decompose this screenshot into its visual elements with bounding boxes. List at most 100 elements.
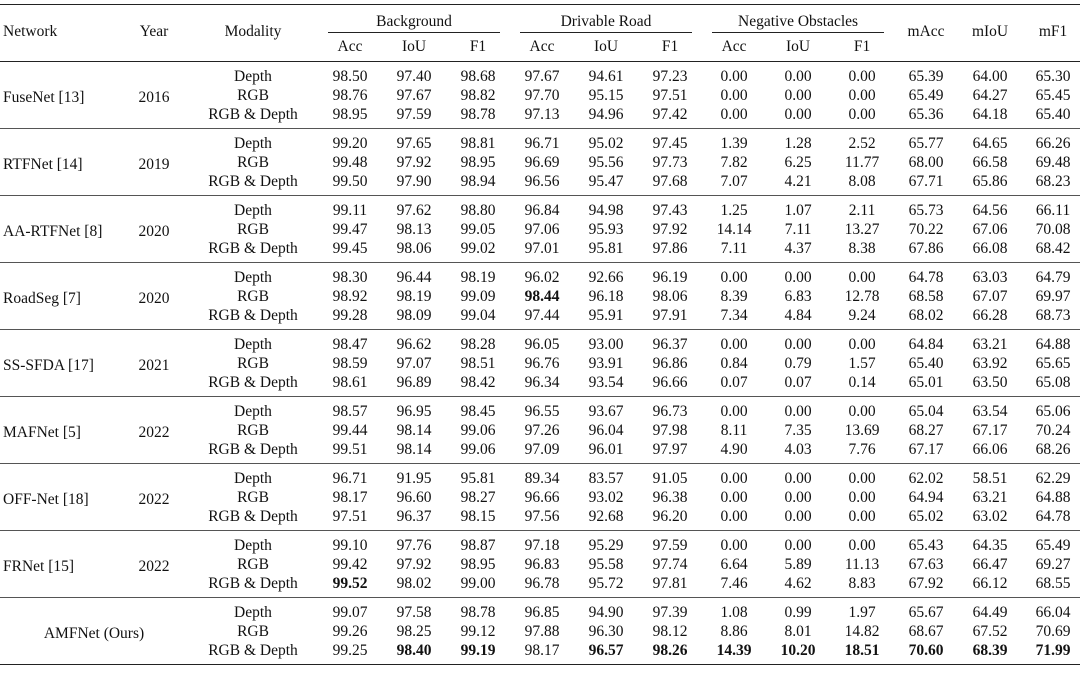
- metric-cell: 98.25: [396, 623, 432, 640]
- modality-cell: Depth: [234, 537, 272, 554]
- modality-cell: RGB: [237, 221, 269, 238]
- metric-cell: 65.65: [1035, 355, 1071, 372]
- modality-cell: RGB & Depth: [208, 575, 298, 592]
- metric-cell: 65.86: [972, 173, 1008, 190]
- metric-cell: 68.67: [908, 623, 944, 640]
- metric-cell: 97.91: [652, 307, 688, 324]
- metric-cell: 98.42: [460, 374, 496, 391]
- table-header: Network Year Modality Background Drivabl…: [0, 5, 1080, 62]
- metric-cell: 58.51: [972, 470, 1008, 487]
- metric-cell: 0.00: [720, 87, 748, 104]
- metric-cell: 68.73: [1035, 307, 1071, 324]
- metric-cell: 66.26: [1035, 135, 1071, 152]
- metric-cell: 98.15: [460, 508, 496, 525]
- metric-cell: 0.84: [720, 355, 748, 372]
- metric-cell: 66.28: [972, 307, 1008, 324]
- metric-cell: 96.37: [396, 508, 432, 525]
- metric-cell: 66.58: [972, 154, 1008, 171]
- modality-cell: RGB & Depth: [208, 441, 298, 458]
- metric-cell: 0.00: [720, 508, 748, 525]
- metric-cell: 96.57: [588, 642, 624, 659]
- metric-cell: 96.60: [396, 489, 432, 506]
- metric-cell: 64.56: [972, 202, 1008, 219]
- network-name: FuseNet [13]: [3, 89, 85, 106]
- metric-cell: 97.76: [396, 537, 432, 554]
- metric-cell: 64.84: [908, 336, 944, 353]
- metric-cell: 0.00: [848, 537, 876, 554]
- metric-cell: 65.40: [1035, 106, 1071, 123]
- metric-cell: 96.89: [396, 374, 432, 391]
- metric-cell: 7.11: [720, 240, 748, 257]
- metric-cell: 96.66: [652, 374, 688, 391]
- metric-cell: 98.06: [396, 240, 432, 257]
- metric-cell: 64.88: [1035, 336, 1071, 353]
- metric-cell: 98.95: [460, 154, 496, 171]
- modality-cell: RGB: [237, 623, 269, 640]
- metric-cell: 91.05: [652, 470, 688, 487]
- metric-cell: 65.73: [908, 202, 944, 219]
- metric-cell: 67.86: [908, 240, 944, 257]
- metric-cell: 95.15: [588, 87, 624, 104]
- metric-cell: 98.57: [332, 403, 368, 420]
- metric-cell: 97.97: [652, 441, 688, 458]
- metric-cell: 0.00: [784, 336, 812, 353]
- table-row: RGB 99.44 98.14 99.06 97.26 96.04 97.98 8.11 7.3…: [0, 421, 1080, 440]
- modality-cell: Depth: [234, 135, 272, 152]
- metric-cell: 66.11: [1035, 202, 1071, 219]
- metric-cell: 14.39: [716, 642, 752, 659]
- metric-cell: 70.69: [1035, 623, 1071, 640]
- modality-cell: RGB: [237, 556, 269, 573]
- metric-cell: 99.52: [332, 575, 368, 592]
- metric-cell: 98.13: [396, 221, 432, 238]
- header-group-drivable-road: Drivable Road: [510, 5, 702, 33]
- metric-cell: 97.92: [396, 154, 432, 171]
- metric-cell: 97.98: [652, 422, 688, 439]
- metric-cell: 99.07: [332, 604, 368, 621]
- header-acc: Acc: [529, 38, 555, 55]
- metric-cell: 69.48: [1035, 154, 1071, 171]
- modality-cell: RGB & Depth: [208, 508, 298, 525]
- metric-cell: 97.23: [652, 68, 688, 85]
- metric-cell: 97.56: [524, 508, 560, 525]
- metric-cell: 7.34: [720, 307, 748, 324]
- table-row: AA-RTFNet [8] 2020 Depth 99.11 97.62 98.80 96.…: [0, 196, 1080, 240]
- metric-cell: 97.73: [652, 154, 688, 171]
- metric-cell: 96.19: [652, 269, 688, 286]
- metric-cell: 97.88: [524, 623, 560, 640]
- metric-cell: 96.34: [524, 374, 560, 391]
- metric-cell: 66.12: [972, 575, 1008, 592]
- header-group-background: Background: [318, 5, 510, 33]
- metric-cell: 98.17: [332, 489, 368, 506]
- metric-cell: 69.27: [1035, 556, 1071, 573]
- metric-cell: 0.00: [848, 508, 876, 525]
- metric-cell: 98.47: [332, 336, 368, 353]
- header-iou: IoU: [593, 38, 619, 55]
- metric-cell: 69.97: [1035, 288, 1071, 305]
- metric-cell: 99.48: [332, 154, 368, 171]
- metric-cell: 96.04: [588, 422, 624, 439]
- network-year: 2022: [138, 558, 170, 575]
- modality-cell: RGB: [237, 489, 269, 506]
- metric-cell: 0.00: [784, 68, 812, 85]
- metric-cell: 0.00: [784, 537, 812, 554]
- metric-cell: 12.78: [844, 288, 880, 305]
- metric-cell: 0.00: [720, 489, 748, 506]
- metric-cell: 98.14: [396, 441, 432, 458]
- network-group: RoadSeg [7] 2020 Depth 98.30 96.44 98.19 96.02…: [0, 262, 1080, 330]
- table-row: RTFNet [14] 2019 Depth 99.20 97.65 98.81 96.71…: [0, 129, 1080, 173]
- metric-cell: 67.52: [972, 623, 1008, 640]
- metric-cell: 97.81: [652, 575, 688, 592]
- metric-cell: 0.00: [784, 87, 812, 104]
- metric-cell: 94.98: [588, 202, 624, 219]
- metric-cell: 97.07: [396, 355, 432, 372]
- table-row: FuseNet [13] 2016 Depth 98.50 97.40 98.68 97.6…: [0, 62, 1080, 106]
- metric-cell: 14.82: [844, 623, 880, 640]
- metric-cell: 98.40: [396, 642, 432, 659]
- metric-cell: 97.62: [396, 202, 432, 219]
- metric-cell: 63.21: [972, 336, 1008, 353]
- metric-cell: 96.73: [652, 403, 688, 420]
- metric-cell: 68.26: [1035, 441, 1071, 458]
- metric-cell: 0.00: [848, 403, 876, 420]
- header-f1: F1: [661, 38, 679, 55]
- metric-cell: 2.52: [848, 135, 876, 152]
